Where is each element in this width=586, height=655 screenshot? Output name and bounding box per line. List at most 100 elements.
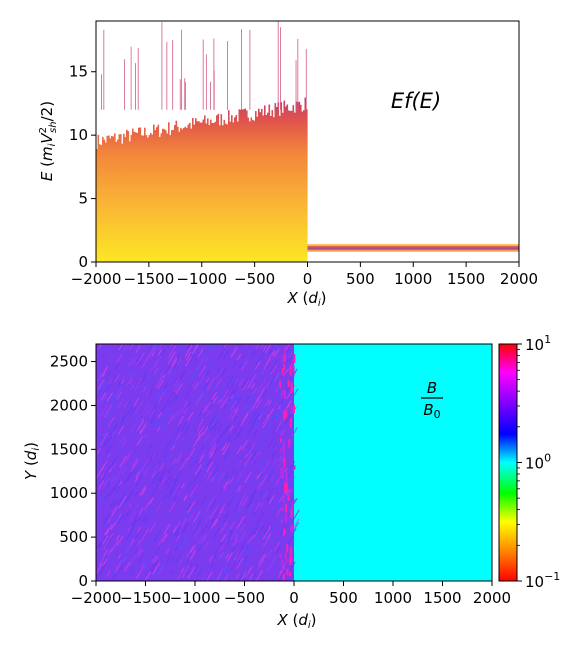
field-fluctuation	[145, 442, 154, 454]
field-fluctuation	[234, 397, 242, 408]
energy-column	[184, 126, 187, 262]
energy-column	[141, 135, 143, 262]
field-fluctuation	[259, 456, 267, 469]
field-fluctuation	[221, 531, 229, 543]
energy-column	[115, 141, 118, 262]
field-fluctuation	[197, 424, 205, 436]
field-fluctuation	[240, 413, 249, 426]
energy-column	[154, 130, 157, 262]
field-fluctuation	[291, 427, 298, 438]
field-fluctuation	[226, 540, 231, 546]
upstream-band	[307, 247, 519, 249]
field-fluctuation	[248, 411, 258, 425]
field-fluctuation	[123, 510, 131, 521]
field-fluctuation	[219, 437, 226, 447]
energy-column	[181, 129, 184, 262]
field-fluctuation	[194, 344, 202, 354]
field-fluctuation	[169, 501, 176, 512]
field-fluctuation	[106, 441, 114, 454]
field-fluctuation	[231, 410, 238, 421]
shock-front-speckle	[287, 494, 290, 501]
field-fluctuation	[189, 483, 199, 497]
shock-front-speckle	[285, 512, 288, 523]
field-fluctuation	[109, 456, 118, 470]
field-fluctuation	[116, 398, 124, 410]
field-fluctuation	[260, 404, 269, 417]
field-fluctuation	[224, 434, 232, 445]
energy-column	[211, 123, 214, 262]
field-fluctuation	[278, 492, 286, 503]
energy-column	[150, 132, 152, 262]
field-fluctuation	[182, 566, 190, 578]
energy-column	[153, 124, 155, 262]
field-fluctuation	[129, 539, 135, 547]
field-fluctuation	[108, 422, 115, 431]
field-fluctuation	[216, 507, 225, 520]
field-fluctuation	[152, 546, 161, 560]
field-fluctuation	[244, 471, 252, 484]
field-fluctuation	[252, 531, 259, 539]
field-fluctuation	[223, 344, 227, 348]
field-fluctuation	[112, 462, 117, 469]
field-fluctuation	[222, 450, 230, 462]
field-fluctuation	[122, 372, 128, 380]
field-fluctuation	[265, 525, 273, 537]
field-fluctuation	[217, 471, 226, 484]
field-fluctuation	[215, 472, 221, 480]
field-fluctuation	[148, 344, 153, 351]
energy-column	[205, 123, 208, 262]
field-fluctuation	[284, 413, 291, 424]
field-fluctuation	[139, 485, 147, 496]
field-fluctuation	[256, 387, 266, 401]
field-fluctuation	[221, 432, 225, 438]
field-fluctuation	[101, 429, 108, 438]
field-fluctuation	[99, 404, 108, 418]
upstream-field	[294, 344, 492, 581]
field-fluctuation	[207, 415, 217, 428]
x-tick-label: 1000	[374, 589, 412, 607]
field-fluctuation	[153, 529, 162, 543]
field-fluctuation	[235, 549, 245, 563]
field-fluctuation	[104, 395, 110, 403]
field-fluctuation	[152, 562, 161, 575]
field-fluctuation	[235, 546, 244, 559]
field-fluctuation	[180, 436, 185, 442]
field-fluctuation	[126, 470, 134, 482]
field-fluctuation	[205, 377, 210, 383]
field-fluctuation	[96, 448, 101, 454]
shock-front-speckle	[286, 558, 289, 564]
field-fluctuation	[225, 553, 230, 560]
energy-column	[217, 113, 220, 262]
energy-column	[108, 135, 110, 262]
field-fluctuation	[197, 535, 204, 544]
bottom-x-axis-label: X (di)	[276, 611, 316, 631]
x-tick-label: 0	[303, 270, 313, 288]
field-fluctuation	[169, 555, 176, 564]
field-fluctuation	[178, 344, 181, 347]
energy-column	[169, 135, 172, 262]
field-fluctuation	[129, 405, 137, 417]
field-fluctuation	[217, 348, 226, 361]
field-fluctuation	[201, 404, 208, 414]
field-fluctuation	[255, 358, 260, 366]
field-fluctuation	[142, 386, 147, 393]
energy-column	[106, 135, 109, 262]
field-fluctuation	[113, 512, 122, 526]
field-fluctuation	[109, 533, 114, 539]
field-fluctuation	[208, 555, 214, 563]
shock-front-speckle	[288, 571, 291, 577]
field-fluctuation	[149, 497, 155, 504]
field-fluctuation	[196, 424, 203, 433]
field-fluctuation	[191, 344, 200, 355]
shock-front-speckle	[284, 553, 287, 560]
shock-front-speckle	[285, 482, 288, 492]
field-fluctuation	[232, 430, 241, 443]
field-fluctuation	[275, 410, 280, 418]
shock-front-speckle	[281, 368, 284, 375]
field-fluctuation	[145, 389, 151, 397]
y-tick-label: 15	[69, 63, 88, 81]
field-fluctuation	[266, 496, 271, 503]
energy-column	[295, 101, 298, 262]
field-fluctuation	[133, 398, 140, 408]
field-fluctuation	[126, 356, 135, 369]
